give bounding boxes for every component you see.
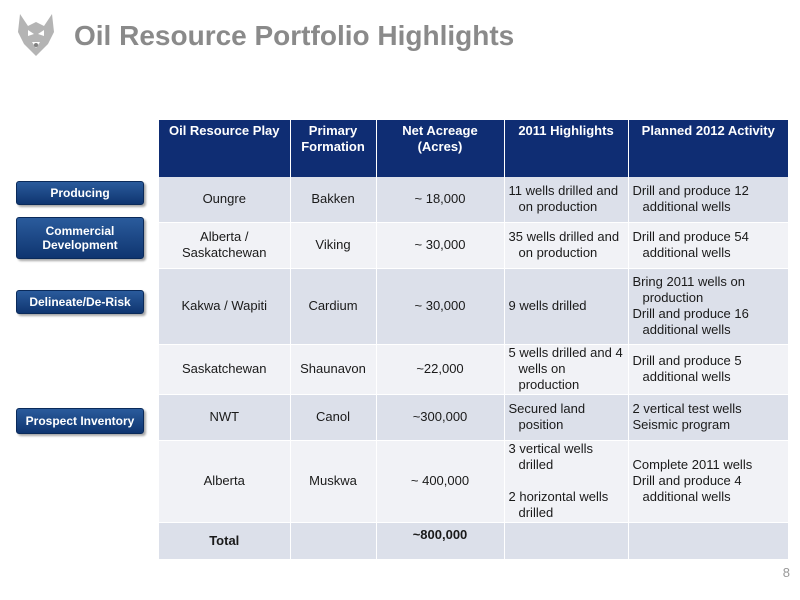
col-header-acreage: Net Acreage (Acres) xyxy=(376,120,505,177)
planned-item: 2 vertical test wells xyxy=(632,401,742,416)
total-row: Total ~800,000 xyxy=(159,522,788,560)
cell-acreage: ~ 30,000 xyxy=(376,222,505,269)
cell-play: Alberta / Saskatchewan xyxy=(159,222,291,269)
cell-highlights: 11 wells drilled and on production xyxy=(504,177,629,223)
cell-empty xyxy=(290,522,377,560)
cell-planned: Drill and produce 12 additional wells xyxy=(628,177,788,223)
col-header-play: Oil Resource Play xyxy=(159,120,291,177)
highlight-item: 35 wells drilled and on production xyxy=(508,229,620,260)
highlight-item: Secured land position xyxy=(508,401,586,432)
table-row: Kakwa / Wapiti Cardium ~ 30,000 9 wells … xyxy=(159,268,788,345)
cell-play: Saskatchewan xyxy=(159,344,291,395)
cell-total-acreage: ~800,000 xyxy=(376,522,505,560)
stage-delineate-derisk-button[interactable]: Delineate/De-Risk xyxy=(16,290,144,314)
stage-producing-button[interactable]: Producing xyxy=(16,181,144,205)
cell-play: Kakwa / Wapiti xyxy=(159,268,291,345)
cell-formation: Bakken xyxy=(290,177,377,223)
highlight-item: 11 wells drilled and on production xyxy=(508,183,619,215)
cell-acreage: ~ 18,000 xyxy=(376,177,505,223)
cell-highlights: 5 wells drilled and 4 wells on productio… xyxy=(504,344,629,395)
planned-item: Complete 2011 wells xyxy=(632,457,753,472)
cell-acreage: ~ 400,000 xyxy=(376,440,505,523)
col-header-highlights: 2011 Highlights xyxy=(504,120,629,177)
highlight-item: 3 vertical wells drilled xyxy=(508,441,594,472)
planned-item: Drill and produce 4 additional wells xyxy=(632,473,742,504)
husky-logo-icon xyxy=(18,14,54,56)
stage-prospect-inventory-button[interactable]: Prospect Inventory xyxy=(16,408,144,434)
table-row: Alberta Muskwa ~ 400,000 3 vertical well… xyxy=(159,440,788,523)
oil-resource-table: Oil Resource Play Primary Formation Net … xyxy=(159,120,788,560)
cell-empty xyxy=(628,522,788,560)
table-row: Oungre Bakken ~ 18,000 11 wells drilled … xyxy=(159,177,788,223)
cell-play: Oungre xyxy=(159,177,291,223)
cell-acreage: ~ 30,000 xyxy=(376,268,505,345)
planned-item: Drill and produce 16 additional wells xyxy=(632,306,749,337)
cell-highlights: 35 wells drilled and on production xyxy=(504,222,629,269)
cell-planned: Complete 2011 wells Drill and produce 4 a… xyxy=(628,440,788,523)
cell-acreage: ~300,000 xyxy=(376,394,505,441)
page-title: Oil Resource Portfolio Highlights xyxy=(74,20,515,51)
highlight-item: 2 horizontal wells drilled xyxy=(508,489,609,520)
planned-item: Drill and produce 5 additional wells xyxy=(632,353,742,384)
cell-formation: Viking xyxy=(290,222,377,269)
cell-planned: 2 vertical test wells Seismic program xyxy=(628,394,788,441)
cell-formation: Muskwa xyxy=(290,440,377,523)
planned-item: Drill and produce 54 additional wells xyxy=(632,229,749,260)
cell-planned: Bring 2011 wells on production Drill and … xyxy=(628,268,788,345)
cell-highlights: Secured land position xyxy=(504,394,629,441)
cell-highlights: 9 wells drilled xyxy=(504,268,629,345)
stage-commercial-development-button[interactable]: Commercial Development xyxy=(16,217,144,259)
cell-empty xyxy=(504,522,629,560)
highlight-item: 9 wells drilled xyxy=(508,298,587,313)
cell-formation: Cardium xyxy=(290,268,377,345)
planned-item: Drill and produce 12 additional wells xyxy=(632,183,749,215)
cell-play: NWT xyxy=(159,394,291,441)
cell-acreage: ~22,000 xyxy=(376,344,505,395)
cell-formation: Shaunavon xyxy=(290,344,377,395)
table-header-row: Oil Resource Play Primary Formation Net … xyxy=(159,120,788,177)
cell-formation: Canol xyxy=(290,394,377,441)
table-row: Alberta / Saskatchewan Viking ~ 30,000 3… xyxy=(159,222,788,269)
cell-highlights: 3 vertical wells drilled 2 horizontal wel… xyxy=(504,440,629,523)
table-row: NWT Canol ~300,000 Secured land position… xyxy=(159,394,788,441)
col-header-planned: Planned 2012 Activity xyxy=(628,120,788,177)
table-row: Saskatchewan Shaunavon ~22,000 5 wells d… xyxy=(159,344,788,395)
cell-planned: Drill and produce 5 additional wells xyxy=(628,344,788,395)
col-header-formation: Primary Formation xyxy=(290,120,377,177)
cell-play: Alberta xyxy=(159,440,291,523)
cell-planned: Drill and produce 54 additional wells xyxy=(628,222,788,269)
cell-total-label: Total xyxy=(159,522,291,560)
page-number: 8 xyxy=(782,565,790,580)
planned-item: Bring 2011 wells on production xyxy=(632,274,746,305)
highlight-item: 5 wells drilled and 4 wells on productio… xyxy=(508,345,623,392)
planned-item: Seismic program xyxy=(632,417,731,432)
